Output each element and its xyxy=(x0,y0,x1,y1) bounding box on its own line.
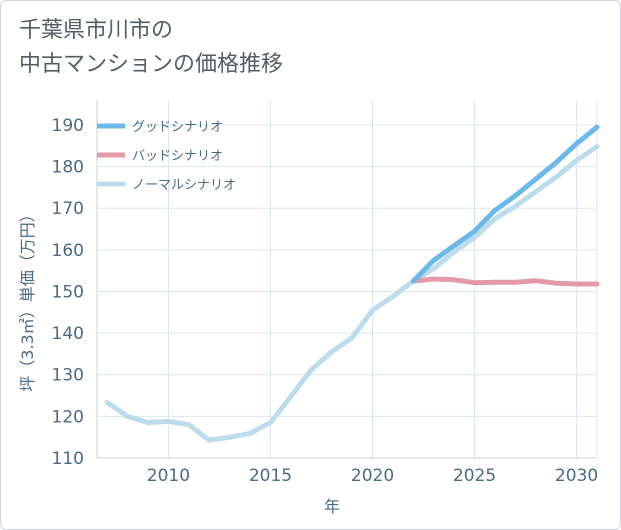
y-tick-label: 120 xyxy=(52,407,84,427)
y-tick-label: 140 xyxy=(52,324,84,344)
chart-ticks: 110 120 130 140 150 160 170 180 190 2010 2015 2020 2… xyxy=(52,116,599,486)
chart-series xyxy=(104,124,600,443)
x-tick-label: 2015 xyxy=(249,466,292,486)
chart-title-line2: 中古マンションの価格推移 xyxy=(19,52,284,77)
x-tick-label: 2030 xyxy=(555,466,598,486)
chart-title: 千葉県市川市の 中古マンションの価格推移 xyxy=(19,14,283,82)
chart-title-line1: 千葉県市川市の xyxy=(19,18,174,43)
bad-scenario-line xyxy=(410,276,600,287)
y-tick-label: 180 xyxy=(52,158,84,178)
x-tick-label: 2025 xyxy=(453,466,496,486)
y-axis-label: 坪（3.3㎡）単価（万円） xyxy=(18,206,37,391)
chart-grid xyxy=(96,100,598,459)
good-scenario-line xyxy=(410,124,600,284)
y-tick-label: 160 xyxy=(52,241,84,261)
y-tick-label: 150 xyxy=(52,282,84,302)
x-axis-label: 年 xyxy=(324,497,340,516)
good-scenario-legend-label: グッドシナリオ xyxy=(132,120,223,135)
y-tick-label: 170 xyxy=(52,199,84,219)
y-tick-label: 130 xyxy=(52,366,84,386)
x-tick-label: 2020 xyxy=(351,466,394,486)
y-tick-label: 190 xyxy=(52,116,84,136)
y-tick-label: 110 xyxy=(52,449,84,469)
normal-scenario-legend-label: ノーマルシナリオ xyxy=(132,178,236,193)
x-tick-label: 2010 xyxy=(147,466,190,486)
normal-scenario-line xyxy=(104,144,600,443)
bad-scenario-legend-label: バッドシナリオ xyxy=(132,149,223,164)
